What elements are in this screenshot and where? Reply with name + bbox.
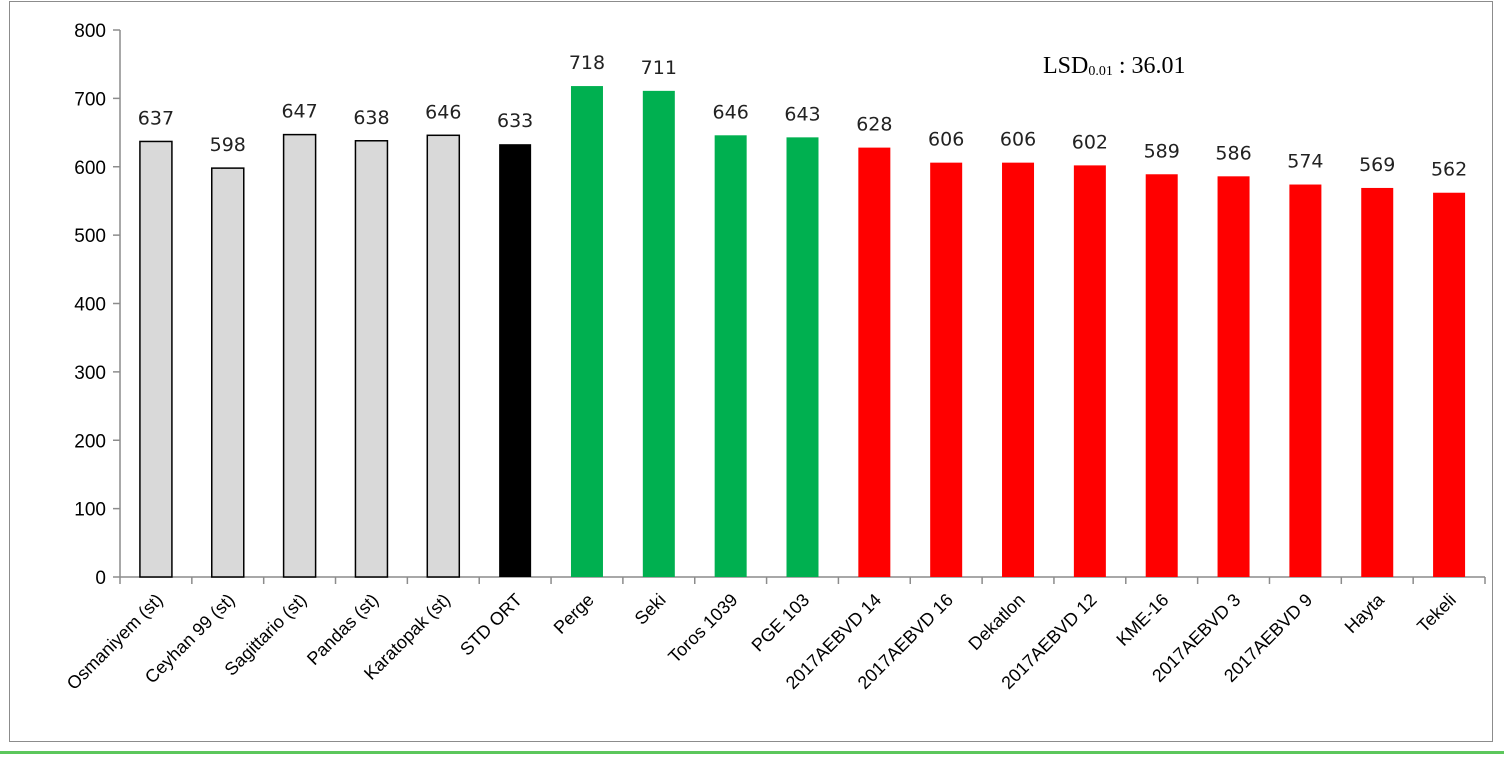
category-label: Perge xyxy=(550,590,598,638)
category-label: Hayta xyxy=(1341,589,1389,637)
y-axis: 0 100 200 300 400 500 600 700 800 xyxy=(74,21,121,589)
data-label: 598 xyxy=(210,134,246,156)
category-label: Dekatlon xyxy=(964,590,1028,654)
x-axis xyxy=(119,576,1486,584)
data-label: 586 xyxy=(1215,142,1251,164)
data-label: 569 xyxy=(1359,154,1395,176)
category-label: PGE 103 xyxy=(748,590,814,656)
y-tick-label: 500 xyxy=(74,226,106,247)
bar xyxy=(139,140,173,578)
data-label: 606 xyxy=(1000,129,1036,151)
bar xyxy=(1433,192,1466,578)
data-label: 606 xyxy=(928,129,964,151)
category-label: Pandas (st) xyxy=(303,590,382,669)
y-tick-label: 300 xyxy=(74,363,106,384)
bar xyxy=(499,144,532,577)
data-label: 646 xyxy=(713,101,749,123)
y-tick-label: 200 xyxy=(74,431,106,452)
bar xyxy=(1145,174,1178,578)
bar xyxy=(930,162,963,577)
bar xyxy=(858,147,891,578)
category-labels: Osmaniyem (st)Ceyhan 99 (st)Sagittario (… xyxy=(63,589,1460,694)
bar xyxy=(1289,184,1322,577)
y-tick-label: 0 xyxy=(95,568,106,589)
bars xyxy=(139,86,1466,578)
y-tick-label: 600 xyxy=(74,158,106,179)
data-label: 574 xyxy=(1287,151,1323,173)
bar xyxy=(642,90,675,577)
bar xyxy=(354,140,389,578)
data-label: 643 xyxy=(784,103,820,125)
bar xyxy=(1361,187,1394,578)
y-tick-label: 700 xyxy=(74,89,106,110)
bar xyxy=(211,167,245,578)
lsd-subscript: 0.01 xyxy=(1088,64,1113,79)
y-tick-label: 400 xyxy=(74,295,106,316)
data-label: 718 xyxy=(569,52,605,74)
category-label: Toros 1039 xyxy=(664,590,741,667)
bar xyxy=(714,135,747,578)
category-label: KME-16 xyxy=(1112,590,1172,650)
data-label: 646 xyxy=(425,101,461,123)
data-label: 602 xyxy=(1072,131,1108,153)
data-label: 711 xyxy=(641,57,677,79)
y-tick-label: 800 xyxy=(74,21,106,42)
bar xyxy=(282,133,317,578)
bar xyxy=(786,137,819,577)
category-label: Tekeli xyxy=(1413,590,1460,637)
data-label: 637 xyxy=(138,107,174,129)
data-label: 628 xyxy=(856,114,892,136)
data-labels: 637 598 647 638 646 633 718 711 646 643 628 606 606 6… xyxy=(138,52,1467,181)
lsd-main: LSD xyxy=(1043,53,1088,79)
bar xyxy=(1073,165,1106,577)
data-label: 647 xyxy=(281,101,317,123)
data-label: 562 xyxy=(1431,159,1467,181)
bar xyxy=(1217,176,1250,577)
bottom-border-line xyxy=(0,751,1504,754)
lsd-value: : 36.01 xyxy=(1113,53,1186,79)
y-tick-label: 100 xyxy=(74,500,106,521)
lsd-annotation: LSD0.01 : 36.01 xyxy=(1043,53,1186,79)
category-label: STD ORT xyxy=(456,590,526,660)
data-label: 589 xyxy=(1144,140,1180,162)
category-label: Seki xyxy=(631,590,670,629)
bar xyxy=(1002,162,1035,577)
data-label: 638 xyxy=(353,107,389,129)
data-label: 633 xyxy=(497,110,533,132)
bar xyxy=(570,86,603,577)
bar xyxy=(426,134,461,578)
